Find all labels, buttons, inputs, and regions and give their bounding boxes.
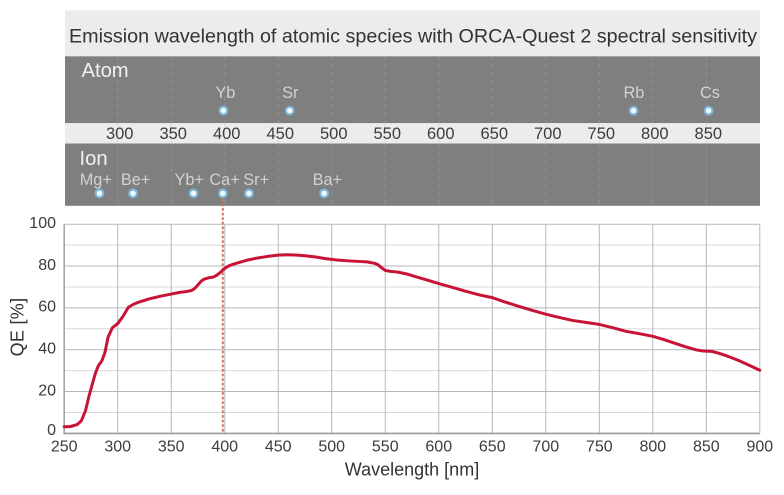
svg-text:700: 700 — [532, 439, 559, 456]
svg-text:600: 600 — [425, 439, 452, 456]
svg-text:350: 350 — [158, 439, 185, 456]
svg-text:500: 500 — [320, 125, 348, 143]
svg-text:750: 750 — [588, 125, 616, 143]
svg-text:800: 800 — [641, 125, 669, 143]
svg-text:350: 350 — [159, 125, 187, 143]
svg-text:850: 850 — [693, 439, 720, 456]
svg-text:Sr+: Sr+ — [243, 171, 269, 189]
svg-text:60: 60 — [38, 299, 56, 316]
svg-text:650: 650 — [479, 439, 506, 456]
svg-text:40: 40 — [38, 341, 56, 358]
svg-text:750: 750 — [586, 439, 613, 456]
svg-text:Wavelength [nm]: Wavelength [nm] — [345, 460, 479, 480]
svg-text:250: 250 — [51, 439, 78, 456]
svg-text:Atom: Atom — [82, 60, 129, 82]
svg-text:QE [%]: QE [%] — [8, 298, 28, 357]
svg-text:400: 400 — [211, 439, 238, 456]
svg-text:900: 900 — [746, 439, 773, 456]
svg-text:600: 600 — [427, 125, 455, 143]
svg-text:Yb: Yb — [215, 84, 235, 102]
svg-text:20: 20 — [38, 382, 56, 399]
svg-text:850: 850 — [695, 125, 723, 143]
svg-text:Yb+: Yb+ — [174, 171, 203, 189]
svg-text:0: 0 — [47, 422, 56, 439]
svg-text:300: 300 — [104, 439, 131, 456]
svg-text:Be+: Be+ — [121, 171, 150, 189]
svg-text:Rb: Rb — [623, 84, 644, 102]
svg-text:300: 300 — [106, 125, 134, 143]
svg-text:100: 100 — [29, 215, 56, 232]
svg-text:Mg+: Mg+ — [80, 171, 112, 189]
svg-text:Emission wavelength of atomic: Emission wavelength of atomic species wi… — [69, 26, 758, 47]
svg-text:700: 700 — [534, 125, 562, 143]
svg-text:450: 450 — [266, 125, 294, 143]
svg-text:Ion: Ion — [80, 148, 108, 170]
svg-text:450: 450 — [265, 439, 292, 456]
svg-text:80: 80 — [38, 257, 56, 274]
svg-text:550: 550 — [372, 439, 399, 456]
svg-text:Ca+: Ca+ — [209, 171, 239, 189]
svg-text:Ba+: Ba+ — [313, 171, 342, 189]
svg-text:Cs: Cs — [700, 84, 720, 102]
svg-text:400: 400 — [213, 125, 241, 143]
svg-text:650: 650 — [481, 125, 509, 143]
svg-text:550: 550 — [373, 125, 401, 143]
svg-text:500: 500 — [318, 439, 345, 456]
svg-text:800: 800 — [639, 439, 666, 456]
svg-text:Sr: Sr — [282, 84, 299, 102]
